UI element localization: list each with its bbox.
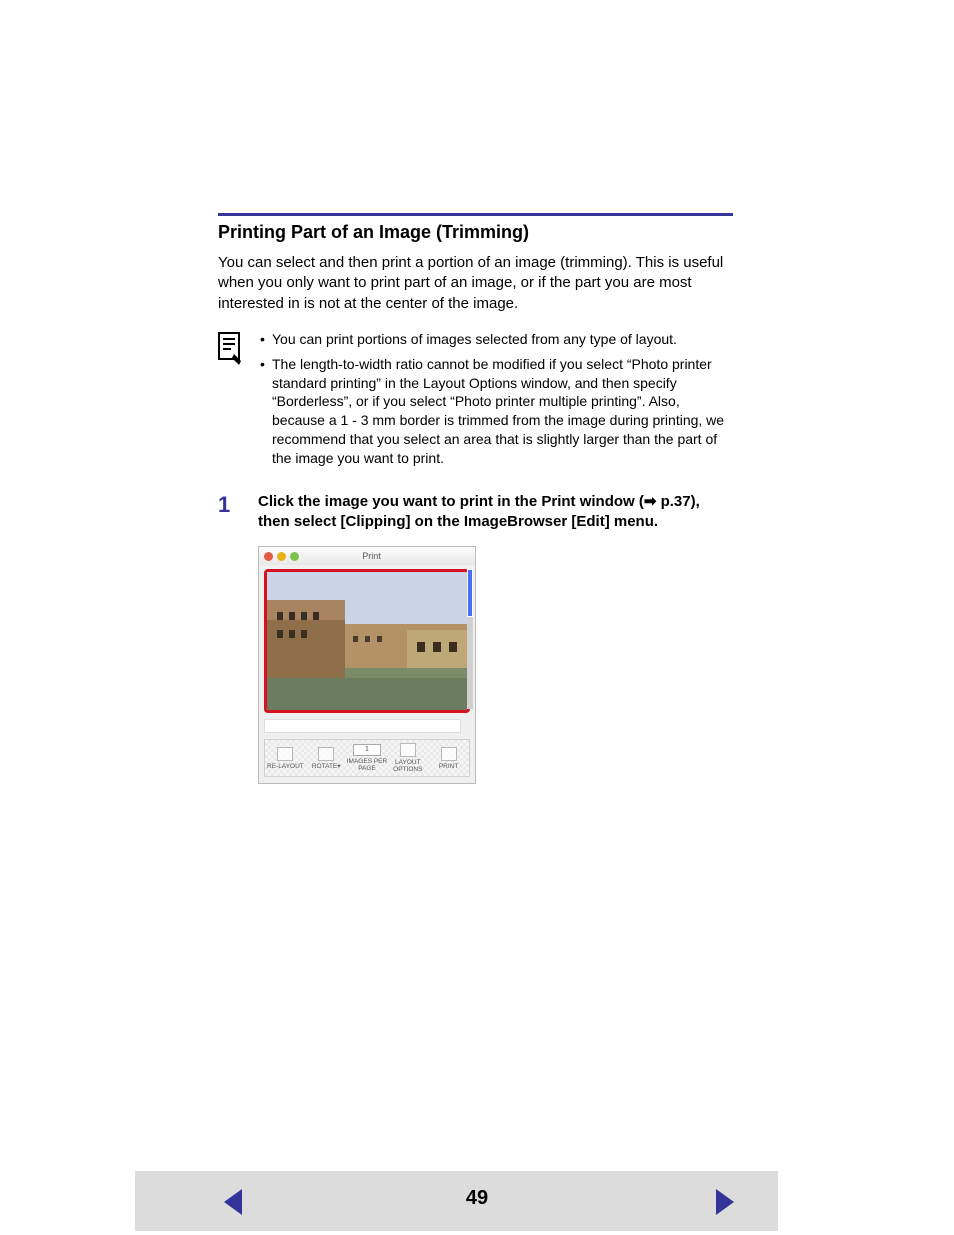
note-bullet: You can print portions of images selecte…	[260, 330, 733, 349]
content-area: Printing Part of an Image (Trimming) You…	[218, 213, 733, 784]
triangle-left-icon	[224, 1189, 242, 1215]
images-per-page-stepper: 1 IMAGES PER PAGE	[347, 744, 388, 772]
window-title: Print	[273, 551, 470, 561]
relayout-button: RE-LAYOUT	[265, 747, 306, 770]
print-toolbar: RE-LAYOUT ROTATE▾ 1 IMAGES PER PAGE LAYOU…	[264, 739, 470, 777]
note-bullet: The length-to-width ratio cannot be modi…	[260, 355, 733, 468]
layout-options-button: LAYOUT OPTIONS	[387, 743, 428, 773]
print-canvas	[264, 569, 470, 713]
scrollbar-thumb	[467, 569, 473, 617]
trim-selection-frame	[264, 569, 470, 713]
section-title: Printing Part of an Image (Trimming)	[218, 222, 733, 243]
caption-field	[264, 719, 461, 733]
step-instruction: Click the image you want to print in the…	[258, 492, 733, 533]
manual-page: Printing Part of an Image (Trimming) You…	[0, 0, 954, 1235]
print-button: PRINT	[428, 747, 469, 770]
next-page-button[interactable]	[716, 1189, 734, 1215]
prev-page-button[interactable]	[224, 1189, 242, 1215]
arrow-right-icon: ➡	[644, 492, 657, 512]
window-titlebar: Print	[259, 547, 475, 565]
note-block: You can print portions of images selecte…	[218, 330, 733, 474]
images-per-page-value: 1	[353, 744, 381, 756]
vertical-scrollbar	[467, 569, 473, 709]
rotate-button: ROTATE▾	[306, 747, 347, 770]
photo-preview	[267, 572, 467, 712]
page-number: 49	[0, 1187, 954, 1210]
memo-icon	[218, 330, 246, 474]
step-number: 1	[218, 492, 244, 533]
note-body: You can print portions of images selecte…	[260, 330, 733, 474]
section-divider	[218, 213, 733, 216]
images-per-page-label: IMAGES PER PAGE	[347, 758, 387, 772]
print-label: PRINT	[439, 763, 459, 770]
page-footer: 49	[0, 1153, 954, 1235]
step-block: 1 Click the image you want to print in t…	[218, 492, 733, 533]
rotate-label: ROTATE	[312, 763, 337, 770]
close-icon	[264, 552, 273, 561]
layout-options-label: LAYOUT OPTIONS	[393, 759, 422, 773]
relayout-label: RE-LAYOUT	[267, 763, 304, 770]
section-intro: You can select and then print a portion …	[218, 253, 733, 314]
print-window-screenshot: Print	[258, 546, 476, 784]
triangle-right-icon	[716, 1189, 734, 1215]
step-text-a: Click the image you want to print in the…	[258, 493, 644, 510]
